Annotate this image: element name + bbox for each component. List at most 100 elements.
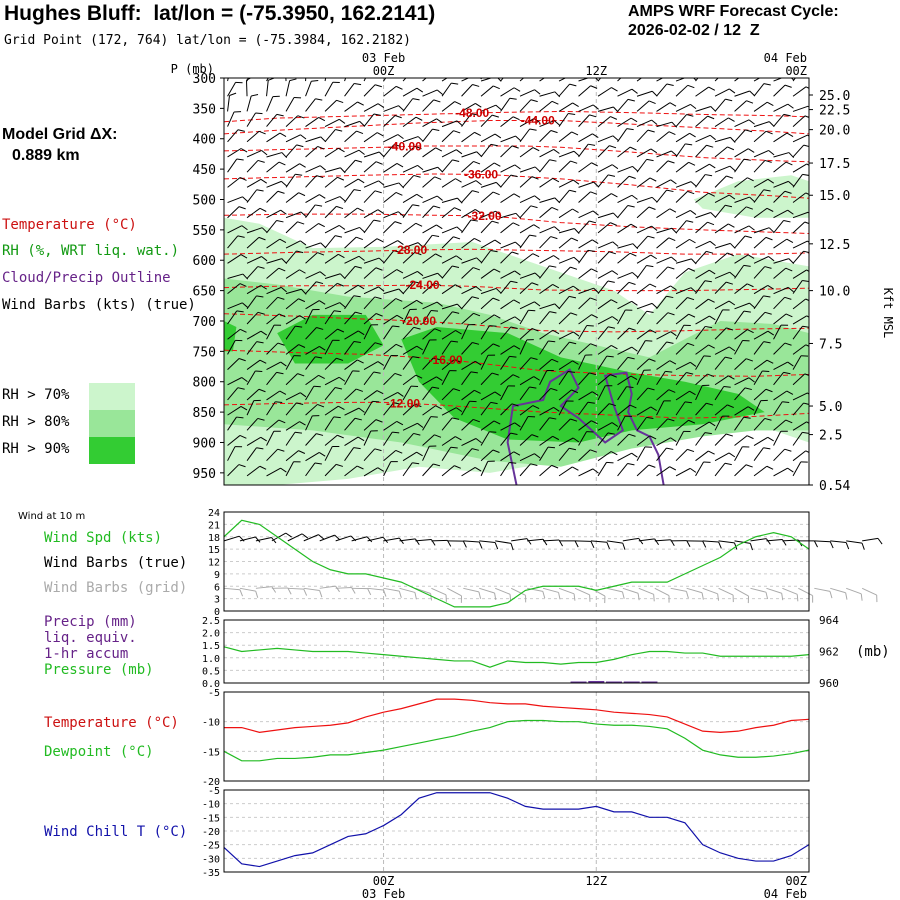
legend-rh: RH (%, WRT liq. wat.)	[2, 243, 180, 259]
wind-barb	[480, 325, 490, 340]
wind-barb	[480, 354, 489, 370]
wind-barb-flag	[432, 386, 440, 389]
wind-barb	[461, 448, 473, 462]
wind-barb-flag	[570, 160, 578, 164]
wind-barb-flag	[455, 330, 462, 335]
wind-barb	[636, 446, 646, 461]
wind-barb	[734, 148, 749, 158]
wind-barb	[461, 219, 472, 234]
wind-barb-flag	[690, 181, 697, 187]
wind-barb	[305, 327, 317, 340]
wind-barb-flag	[357, 359, 364, 364]
wind-barb	[558, 331, 574, 340]
wind-barb-flag	[260, 436, 267, 442]
wind-barb	[578, 449, 591, 462]
wind-barb	[578, 287, 594, 295]
wind-barb-flag	[726, 175, 734, 179]
wind-barb-flag	[567, 371, 576, 373]
wind-barb-flag	[475, 102, 482, 108]
wind-barb-flag	[629, 146, 637, 151]
wind-barb	[383, 221, 396, 234]
wind-barb-flag	[317, 252, 325, 256]
wind-barb	[500, 193, 515, 203]
wind-barb-flag	[455, 436, 462, 441]
wind-10m-barb-grid	[303, 587, 320, 592]
wind-barb	[558, 447, 570, 462]
wind-10m-barb-grid	[542, 587, 559, 593]
wind-10m-barb-grid-flag	[430, 593, 433, 601]
wind-barb-flag	[415, 374, 423, 379]
wind-barb-flag	[688, 267, 696, 272]
wind-barb-flag	[261, 227, 268, 233]
wind-barb-flag	[763, 447, 771, 450]
time-top-label: 04 Feb	[764, 51, 807, 65]
wind-barb	[441, 388, 454, 401]
wind-barb-flag	[766, 359, 774, 364]
wind-barb	[266, 286, 282, 295]
wind-barb-flag	[787, 287, 794, 293]
wind-barb-flag	[670, 331, 677, 337]
wind-10m-barb-grid-flag	[255, 590, 259, 598]
wind-barb-flag	[572, 360, 579, 365]
wind-barb-flag	[437, 272, 444, 279]
wind-barb-flag	[490, 401, 498, 405]
wind-barb	[714, 309, 723, 325]
wind-barb-flag	[709, 240, 716, 247]
wind-barb-flag	[763, 83, 771, 86]
wind-10m-barb-grid-flag	[765, 592, 769, 600]
wind-barb	[773, 161, 787, 173]
wind-barb-flag	[690, 361, 697, 367]
wind-barb-flag	[298, 450, 306, 454]
wind-barb	[558, 400, 567, 416]
wind-barb	[305, 204, 316, 219]
wind-barb	[344, 359, 358, 370]
wind-barb-flag	[474, 238, 481, 242]
wind-barb-flag	[357, 101, 364, 106]
wind-barb	[500, 164, 516, 173]
wind-barb-flag	[553, 226, 560, 232]
chill-tick-label: -20	[202, 827, 220, 838]
wind-barb	[363, 161, 377, 173]
wind-barb-flag	[395, 343, 403, 348]
wind-barb-flag	[333, 310, 342, 313]
wind-barb	[305, 165, 321, 173]
wind-barb-flag	[493, 162, 501, 167]
contour-label: -32.00	[468, 209, 502, 223]
wind-barb	[636, 265, 647, 279]
wind-barb	[675, 342, 688, 355]
wind-barb	[500, 222, 514, 234]
wind-barb-flag	[611, 422, 619, 427]
legend-rh70-swatch	[89, 383, 135, 410]
wind-barb	[656, 131, 670, 143]
wind-barb	[480, 461, 489, 477]
wind-barb	[363, 286, 379, 295]
wind-barb-flag	[256, 295, 264, 298]
wind-barb-flag	[748, 119, 755, 125]
wind-barb-flag	[529, 234, 537, 237]
wind-barb-flag	[766, 207, 774, 212]
wind-10m-barb-grid	[814, 587, 831, 592]
wind-barb-flag	[705, 325, 713, 329]
wind-barb-flag	[765, 388, 773, 393]
wind-10m-barb-grid-flag	[796, 594, 799, 602]
wind-barb	[792, 392, 808, 401]
wind-barb	[441, 207, 455, 219]
wind-10m-barb-true-flag	[510, 543, 514, 551]
temperature-contour	[224, 110, 809, 123]
wind-barb	[422, 405, 436, 416]
wind-barb	[734, 177, 748, 188]
wind-barb	[734, 206, 747, 219]
wind-10m-barb-true-flag	[861, 542, 865, 550]
wind-barb	[500, 451, 515, 462]
wind-barb	[558, 437, 574, 446]
wind-barb	[344, 330, 359, 340]
wind-barb-flag	[239, 177, 247, 181]
wind-barb-flag	[294, 431, 303, 434]
wind-barb	[578, 343, 591, 355]
wind-barb	[636, 100, 650, 112]
wind-barb-flag	[356, 388, 363, 392]
time-bottom-label: 03 Feb	[362, 887, 405, 900]
wind-barb	[246, 370, 256, 386]
wind-barb-flag	[416, 451, 423, 457]
wind-barb-flag	[670, 179, 677, 185]
